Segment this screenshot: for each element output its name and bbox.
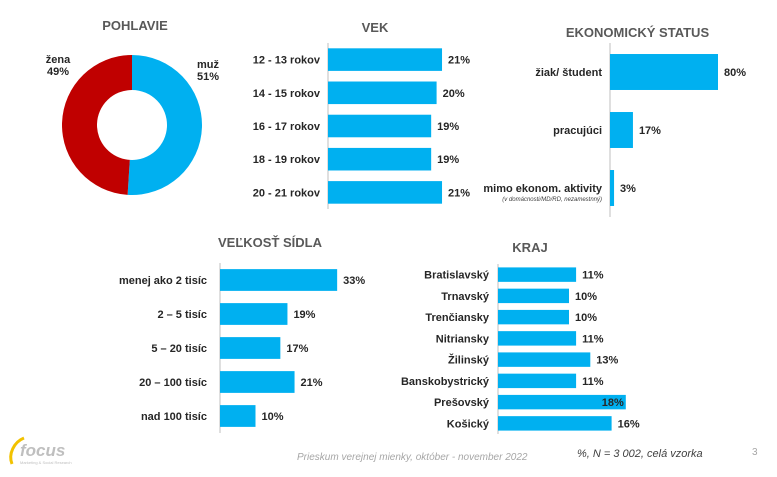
value-ekonomicky-0: 80% xyxy=(724,67,746,79)
category-kraj-6: Prešovský xyxy=(434,397,490,409)
bar-vek-2 xyxy=(328,114,432,138)
bar-velkost-2 xyxy=(220,337,281,359)
category-ekonomicky-2: mimo ekonom. aktivity xyxy=(483,183,602,195)
value-kraj-6: 18% xyxy=(602,397,624,409)
value-kraj-0: 11% xyxy=(582,270,604,282)
bar-velkost-4 xyxy=(220,405,256,427)
bar-ekonomicky-2 xyxy=(610,170,615,206)
category-ekonomicky-0: žiak/ študent xyxy=(535,67,602,79)
category-velkost-3: 20 – 100 tisíc xyxy=(139,377,207,389)
value-velkost-4: 10% xyxy=(262,411,284,423)
value-kraj-3: 11% xyxy=(582,333,604,345)
bar-kraj-4 xyxy=(498,352,591,367)
title-vek: VEK xyxy=(361,20,389,35)
value-kraj-2: 10% xyxy=(575,312,597,324)
bar-ekonomicky-0 xyxy=(610,54,718,90)
value-kraj-5: 11% xyxy=(582,376,604,388)
category-ekonomicky-1: pracujúci xyxy=(553,125,602,137)
category-velkost-4: nad 100 tisíc xyxy=(141,411,207,423)
bar-kraj-6 xyxy=(498,394,626,410)
bar-velkost-1 xyxy=(220,303,288,325)
pie-slice-0 xyxy=(61,55,132,195)
note-ekonomicky: (v domácnosti/MD/RD, nezamestnný) xyxy=(502,197,602,203)
category-velkost-0: menej ako 2 tisíc xyxy=(119,275,207,287)
page-number: 3 xyxy=(752,447,758,458)
survey-footer: Prieskum verejnej mienky, október - nove… xyxy=(297,452,528,463)
pie-value-1: 51% xyxy=(197,71,219,83)
value-ekonomicky-1: 17% xyxy=(639,125,661,137)
category-vek-2: 16 - 17 rokov xyxy=(253,121,321,133)
value-vek-4: 21% xyxy=(448,187,470,199)
category-kraj-5: Banskobystrický xyxy=(401,376,490,388)
category-kraj-7: Košický xyxy=(447,418,490,430)
title-ekonomicky-status: EKONOMICKÝ STATUS xyxy=(565,25,710,40)
value-vek-1: 20% xyxy=(443,88,465,100)
value-velkost-0: 33% xyxy=(343,275,365,287)
bar-vek-3 xyxy=(328,147,432,171)
value-kraj-7: 16% xyxy=(618,418,640,430)
title-velkost-sidla: VEĽKOSŤ SÍDLA xyxy=(217,235,322,250)
bar-kraj-2 xyxy=(498,309,569,325)
value-velkost-3: 21% xyxy=(301,377,323,389)
pie-slice-1 xyxy=(127,55,202,195)
bar-kraj-7 xyxy=(498,416,612,431)
category-vek-0: 12 - 13 rokov xyxy=(253,55,321,67)
category-kraj-0: Bratislavský xyxy=(424,270,490,282)
logo-subtext: Marketing & Social Research xyxy=(20,460,72,465)
category-kraj-2: Trenčiansky xyxy=(425,312,489,324)
value-velkost-2: 17% xyxy=(286,343,308,355)
category-kraj-3: Nitriansky xyxy=(436,333,490,345)
category-velkost-2: 5 – 20 tisíc xyxy=(151,343,207,355)
pie-label-1: muž xyxy=(197,59,220,71)
category-velkost-1: 2 – 5 tisíc xyxy=(157,309,207,321)
value-vek-3: 19% xyxy=(437,154,459,166)
category-kraj-4: Žilinský xyxy=(448,354,490,367)
title-kraj: KRAJ xyxy=(512,240,548,255)
bar-vek-4 xyxy=(328,181,443,204)
value-kraj-4: 13% xyxy=(596,355,618,367)
pie-label-0: žena xyxy=(46,54,71,66)
category-kraj-1: Trnavský xyxy=(441,291,490,303)
sample-note: %, N = 3 002, celá vzorka xyxy=(577,448,703,460)
value-vek-2: 19% xyxy=(437,121,459,133)
logo-text: focus xyxy=(20,441,65,460)
title-pohlavie: POHLAVIE xyxy=(102,18,168,33)
category-vek-4: 20 - 21 rokov xyxy=(253,187,321,199)
bar-kraj-0 xyxy=(498,267,577,282)
bar-kraj-1 xyxy=(498,288,569,304)
focus-logo: focus Marketing & Social Research xyxy=(9,436,72,465)
value-kraj-1: 10% xyxy=(575,291,597,303)
bar-vek-0 xyxy=(328,48,443,71)
bar-kraj-5 xyxy=(498,373,577,389)
value-ekonomicky-2: 3% xyxy=(620,183,636,195)
category-vek-3: 18 - 19 rokov xyxy=(253,154,321,166)
bar-velkost-3 xyxy=(220,371,295,393)
pie-value-0: 49% xyxy=(47,66,69,78)
value-vek-0: 21% xyxy=(448,55,470,67)
category-vek-1: 14 - 15 rokov xyxy=(253,88,321,100)
bar-kraj-3 xyxy=(498,331,577,346)
value-velkost-1: 19% xyxy=(293,309,315,321)
bar-velkost-0 xyxy=(220,269,338,291)
bar-ekonomicky-1 xyxy=(610,112,633,148)
bar-vek-1 xyxy=(328,81,437,105)
